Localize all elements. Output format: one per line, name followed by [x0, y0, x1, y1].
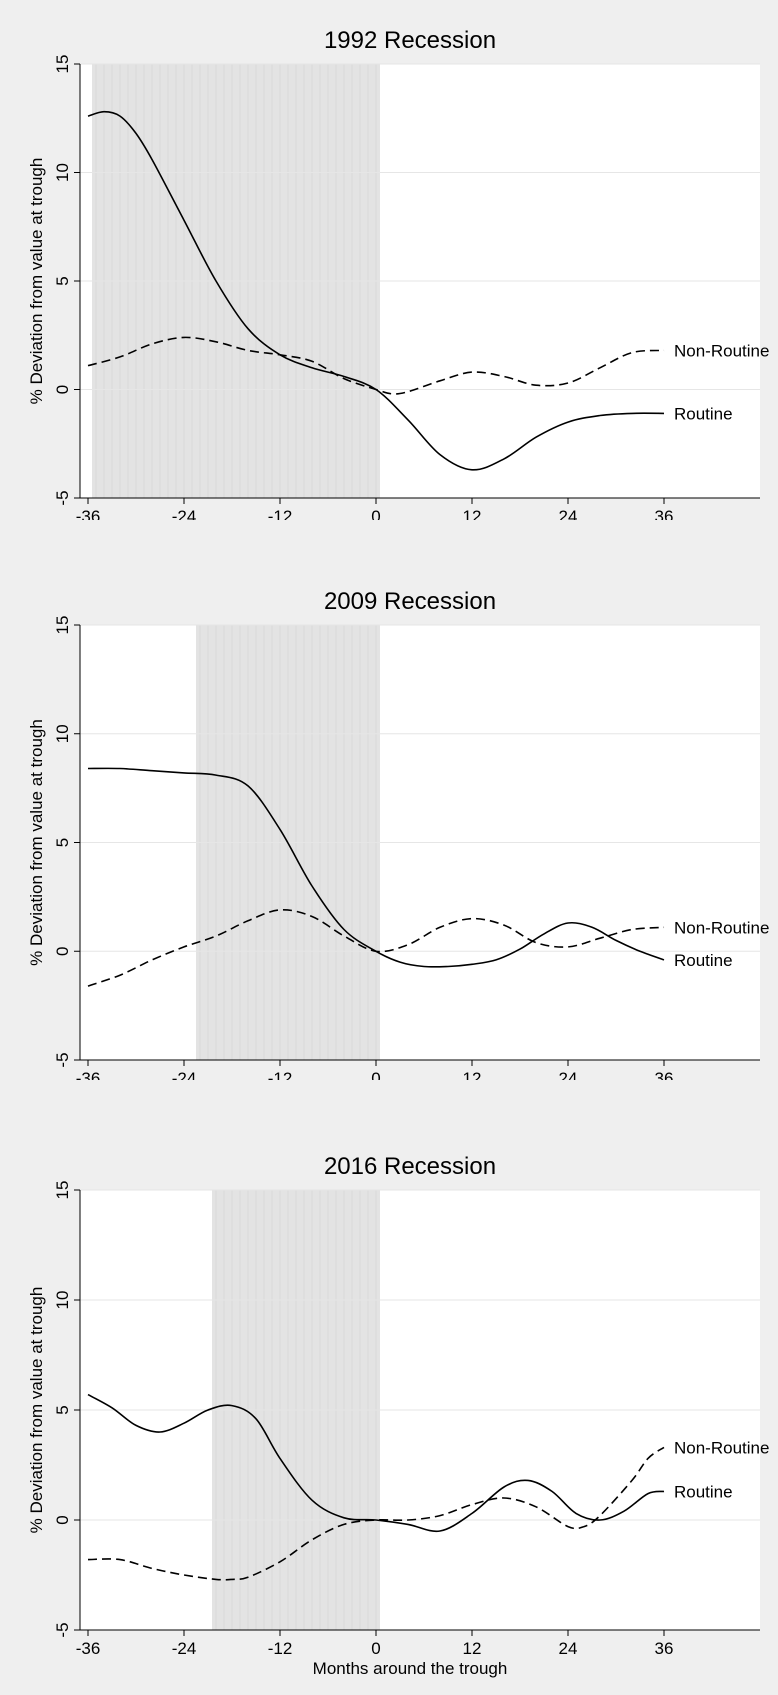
x-tick-label: 0 — [371, 1069, 380, 1080]
x-tick-label: 24 — [559, 1069, 578, 1080]
x-tick-label: -12 — [268, 1639, 293, 1658]
x-tick-label: 36 — [655, 1639, 674, 1658]
series-label-routine: Routine — [674, 951, 733, 970]
y-tick-label: 5 — [53, 276, 72, 285]
x-tick-label: -12 — [268, 1069, 293, 1080]
y-axis-label: % Deviation from value at trough — [27, 1287, 46, 1534]
x-tick-label: 24 — [559, 1639, 578, 1658]
series-label-non-routine: Non-Routine — [674, 918, 769, 937]
x-tick-label: -36 — [76, 1069, 101, 1080]
x-tick-label: 0 — [371, 507, 380, 520]
x-tick-label: 0 — [371, 1639, 380, 1658]
y-axis-label: % Deviation from value at trough — [27, 158, 46, 405]
series-line-non-routine — [87, 336, 665, 395]
series-line-routine — [87, 767, 665, 968]
x-axis-label: Months around the trough — [313, 1659, 508, 1678]
chart-title: 2016 Recession — [324, 1153, 496, 1180]
chart-title: 2009 Recession — [324, 588, 496, 615]
y-tick-label: 5 — [53, 1405, 72, 1414]
x-tick-label: -24 — [172, 507, 197, 520]
y-tick-label: 0 — [53, 947, 72, 956]
chart-2016-recession: -5 0 5 10 15 -36 -24 -12 0 12 24 36 Months around th… — [0, 1120, 778, 1680]
series-label-routine: Routine — [674, 404, 733, 423]
series-label-non-routine: Non-Routine — [674, 1438, 769, 1457]
x-tick-label: -36 — [76, 1639, 101, 1658]
y-tick-label: 15 — [53, 616, 72, 635]
x-tick-label: -12 — [268, 507, 293, 520]
x-tick-label: 36 — [655, 1069, 674, 1080]
series-line-non-routine — [87, 1446, 665, 1581]
x-tick-label: -24 — [172, 1639, 197, 1658]
x-tick-label: 24 — [559, 507, 578, 520]
chart-panel-2016: -5 0 5 10 15 -36 -24 -12 0 12 24 36 Months around th… — [0, 1120, 778, 1680]
y-tick-label: 10 — [53, 1291, 72, 1310]
series-label-routine: Routine — [674, 1482, 733, 1501]
y-tick-label: 0 — [53, 1515, 72, 1524]
y-axis-label: % Deviation from value at trough — [27, 719, 46, 966]
y-tick-label: -5 — [53, 1052, 72, 1067]
x-tick-label: 12 — [463, 1639, 482, 1658]
x-tick-label: 12 — [463, 507, 482, 520]
series-line-routine — [87, 1393, 665, 1533]
y-tick-label: 5 — [53, 838, 72, 847]
chart-title: 1992 Recession — [324, 27, 496, 54]
y-tick-label: 15 — [53, 55, 72, 74]
x-tick-label: 12 — [463, 1069, 482, 1080]
y-tick-label: -5 — [53, 490, 72, 505]
x-tick-label: 36 — [655, 507, 674, 520]
series-line-non-routine — [87, 909, 665, 987]
y-tick-label: -5 — [53, 1622, 72, 1637]
y-tick-label: 10 — [53, 163, 72, 182]
series-line-routine — [87, 110, 665, 471]
series-label-non-routine: Non-Routine — [674, 341, 769, 360]
y-tick-label: 15 — [53, 1181, 72, 1200]
x-tick-label: -24 — [172, 1069, 197, 1080]
y-tick-label: 0 — [53, 385, 72, 394]
x-tick-label: -36 — [76, 507, 101, 520]
y-tick-label: 10 — [53, 724, 72, 743]
